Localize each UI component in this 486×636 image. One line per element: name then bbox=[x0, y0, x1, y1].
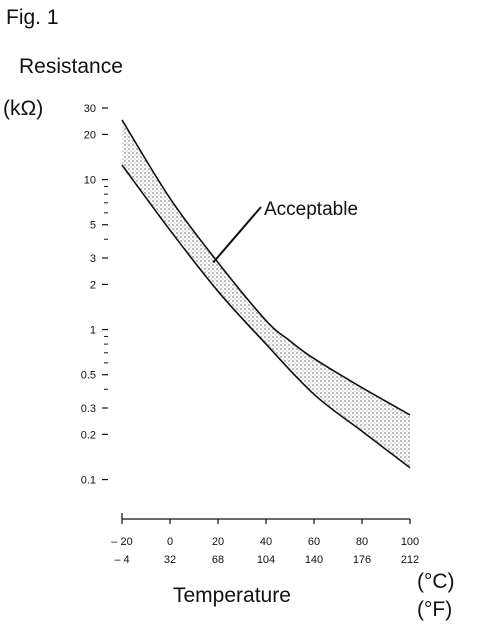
y-tick-label: 1 bbox=[90, 325, 96, 337]
y-tick-label: 30 bbox=[84, 103, 96, 115]
x-tick-label-fahrenheit: 32 bbox=[164, 554, 176, 566]
figure-label: Fig. 1 bbox=[6, 6, 59, 29]
acceptable-leader-line bbox=[212, 206, 262, 264]
x-tick-label-fahrenheit: 104 bbox=[257, 554, 275, 566]
x-tick-label-celsius: 0 bbox=[167, 536, 173, 548]
x-tick-label-fahrenheit: 68 bbox=[212, 554, 224, 566]
acceptable-band bbox=[122, 119, 410, 468]
x-tick-label-fahrenheit: 140 bbox=[305, 554, 323, 566]
x-tick-label-fahrenheit: – 4 bbox=[114, 554, 129, 566]
lower-limit-line bbox=[121, 164, 411, 469]
y-tick-label: 5 bbox=[90, 220, 96, 232]
y-tick-label: 0.1 bbox=[81, 475, 96, 487]
x-tick-label-celsius: 80 bbox=[356, 536, 368, 548]
y-tick-label: 3 bbox=[90, 253, 96, 265]
y-tick-label: 2 bbox=[90, 279, 96, 291]
x-axis-unit-fahrenheit: (°F) bbox=[417, 598, 453, 621]
y-axis-unit: (kΩ) bbox=[3, 97, 44, 120]
x-tick-label-celsius: 40 bbox=[260, 536, 272, 548]
y-axis-title: Resistance bbox=[19, 55, 123, 78]
x-tick-label-celsius: 20 bbox=[212, 536, 224, 548]
x-tick-label-fahrenheit: 176 bbox=[353, 554, 371, 566]
y-tick-label: 10 bbox=[84, 175, 96, 187]
x-tick-label-fahrenheit: 212 bbox=[401, 554, 419, 566]
x-tick-label-celsius: – 20 bbox=[111, 536, 132, 548]
y-tick-label: 0.5 bbox=[81, 370, 96, 382]
x-axis-title: Temperature bbox=[173, 584, 291, 607]
y-tick-label: 0.3 bbox=[81, 403, 96, 415]
x-axis: – 20 – 4 0 32 20 68 40 104 60 140 80 176 100 212 bbox=[111, 513, 419, 566]
x-tick-label-celsius: 60 bbox=[308, 536, 320, 548]
upper-limit-line bbox=[121, 119, 411, 416]
y-axis: 30 20 10 5 3 2 1 0.5 0.3 0.2 0.1 bbox=[81, 103, 108, 487]
x-tick-label-celsius: 100 bbox=[401, 536, 419, 548]
x-axis-unit-celsius: (°C) bbox=[417, 570, 455, 593]
y-tick-label: 20 bbox=[84, 129, 96, 141]
acceptable-label: Acceptable bbox=[264, 199, 358, 220]
y-tick-label: 0.2 bbox=[81, 429, 96, 441]
